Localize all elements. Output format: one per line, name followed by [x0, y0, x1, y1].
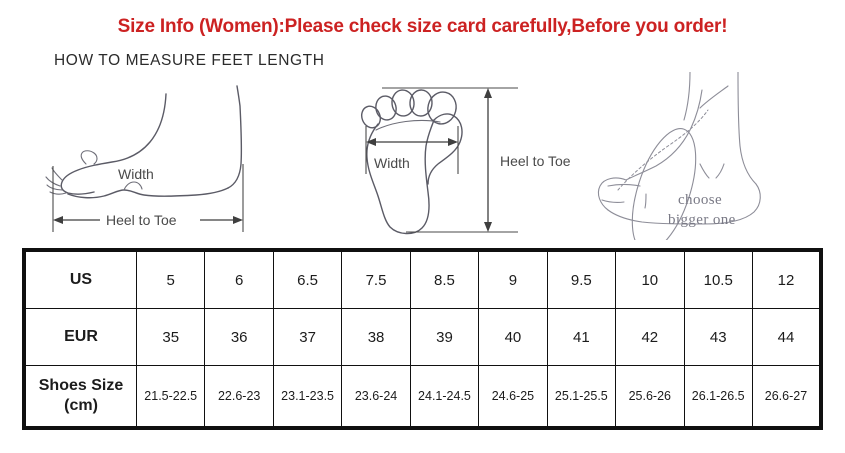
cell-cm-7: 25.6-26 [615, 365, 685, 429]
cell-eur-0: 35 [135, 308, 206, 366]
tape-measure-foot-diagram: choose bigger one [572, 72, 842, 240]
cell-us-4: 8.5 [409, 249, 480, 309]
cell-cm-4: 24.1-24.5 [409, 365, 480, 429]
cell-us-9: 12 [751, 249, 822, 309]
row-label-us: US [23, 249, 137, 309]
row-label-shoes-size: Shoes Size (cm) [23, 365, 137, 429]
measure-instruction-heading: HOW TO MEASURE FEET LENGTH [54, 52, 325, 69]
table-row-shoes-size-cm: Shoes Size (cm) 21.5-22.5 22.6-23 23.1-2… [23, 365, 822, 429]
cell-eur-4: 39 [409, 308, 480, 366]
cell-cm-1: 22.6-23 [204, 365, 274, 429]
cell-cm-5: 24.6-25 [478, 365, 548, 429]
row-label-shoes-size-line2: (cm) [64, 397, 98, 414]
cell-us-7: 10 [615, 249, 685, 309]
cell-cm-3: 23.6-24 [341, 365, 411, 429]
cell-eur-3: 38 [341, 308, 411, 366]
cell-cm-2: 23.1-23.5 [272, 365, 343, 429]
diagram-row: Heel to Toe Width [0, 72, 845, 240]
cell-cm-6: 25.1-25.5 [546, 365, 617, 429]
sole-heel-to-toe-label: Heel to Toe [500, 153, 570, 169]
cell-eur-2: 37 [272, 308, 343, 366]
cell-eur-9: 44 [751, 308, 822, 366]
cell-eur-8: 43 [683, 308, 753, 366]
cell-us-2: 6.5 [272, 249, 343, 309]
side-foot-heel-to-toe-label: Heel to Toe [106, 212, 177, 228]
cell-us-5: 9 [478, 249, 548, 309]
side-foot-width-label: Width [118, 166, 154, 182]
cell-us-3: 7.5 [341, 249, 411, 309]
size-table: US 5 6 6.5 7.5 8.5 9 9.5 10 10.5 12 EUR … [22, 248, 823, 430]
row-label-shoes-size-line1: Shoes Size [38, 377, 124, 394]
cell-us-0: 5 [135, 249, 206, 309]
cell-us-8: 10.5 [683, 249, 753, 309]
sole-footprint-diagram: Width Heel to Toe [322, 72, 570, 240]
tape-note-line1: choose [678, 192, 722, 208]
table-row-us: US 5 6 6.5 7.5 8.5 9 9.5 10 10.5 12 [23, 249, 822, 309]
cell-cm-0: 21.5-22.5 [135, 365, 206, 429]
cell-us-1: 6 [204, 249, 274, 309]
cell-eur-5: 40 [478, 308, 548, 366]
cell-eur-1: 36 [204, 308, 274, 366]
row-label-eur: EUR [23, 308, 137, 366]
cell-cm-8: 26.1-26.5 [683, 365, 753, 429]
cell-us-6: 9.5 [546, 249, 617, 309]
page-title: Size Info (Women):Please check size card… [117, 16, 728, 37]
cell-cm-9: 26.6-27 [751, 365, 822, 429]
sole-width-label: Width [374, 155, 410, 171]
cell-eur-6: 41 [546, 308, 617, 366]
table-row-eur: EUR 35 36 37 38 39 40 41 42 43 44 [23, 308, 822, 366]
tape-note-line2: bigger one [668, 212, 736, 228]
cell-eur-7: 42 [615, 308, 685, 366]
side-foot-diagram: Heel to Toe Width [38, 72, 320, 240]
